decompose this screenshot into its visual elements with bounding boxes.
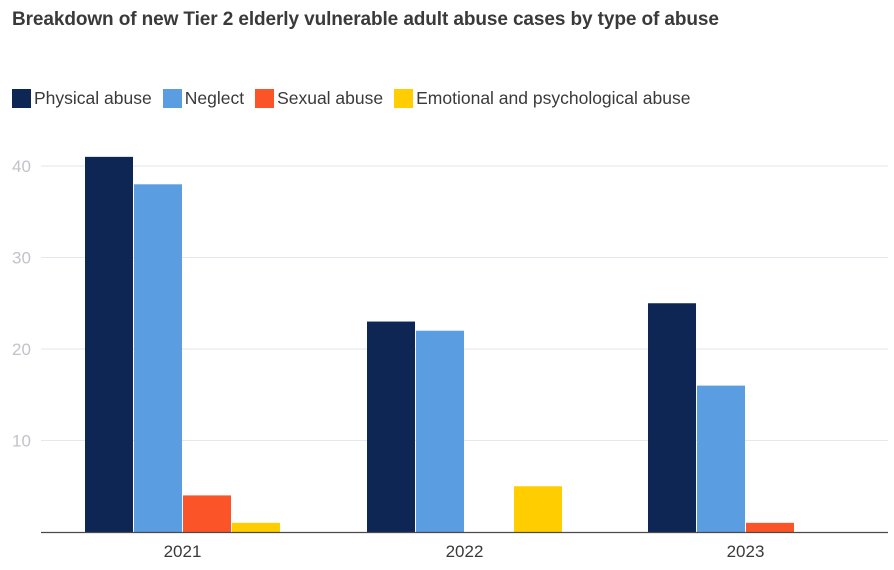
x-tick-label-2023: 2023: [727, 542, 765, 561]
bar-sexual-abuse-2021: [183, 495, 231, 532]
legend-item-emotional-abuse: Emotional and psychological abuse: [394, 88, 690, 109]
y-tick-label-10: 10: [12, 432, 31, 451]
legend-swatch-sexual-abuse: [255, 88, 275, 108]
legend-swatch-emotional-abuse: [394, 88, 414, 108]
bar-physical-abuse-2021: [85, 156, 133, 532]
legend-item-neglect: Neglect: [162, 87, 245, 109]
x-tick-label-2022: 2022: [446, 542, 484, 561]
bar-emotional-and-psychological-abuse-2022: [514, 486, 562, 532]
legend: Physical abuse Neglect Sexual abuse Emot…: [12, 86, 701, 110]
y-tick-label-20: 20: [12, 340, 31, 359]
bar-neglect-2021: [134, 184, 182, 533]
y-tick-label-30: 30: [12, 249, 31, 268]
bar-neglect-2022: [416, 330, 464, 532]
legend-label-sexual-abuse: Sexual abuse: [277, 87, 384, 108]
bar-physical-abuse-2022: [367, 321, 415, 532]
chart-title: Breakdown of new Tier 2 elderly vulnerab…: [12, 9, 719, 30]
legend-label-neglect: Neglect: [184, 87, 245, 108]
bar-emotional-and-psychological-abuse-2021: [232, 522, 280, 532]
legend-item-physical-abuse: Physical abuse: [12, 88, 152, 109]
x-tick-label-2021: 2021: [164, 542, 202, 561]
legend-item-sexual-abuse: Sexual abuse: [255, 88, 383, 109]
bar-physical-abuse-2023: [648, 303, 696, 532]
bar-sexual-abuse-2023: [746, 522, 794, 532]
y-tick-label-40: 40: [12, 157, 31, 176]
bar-neglect-2023: [697, 385, 745, 532]
legend-label-physical-abuse: Physical abuse: [34, 87, 152, 108]
legend-swatch-physical-abuse: [12, 88, 31, 108]
legend-label-emotional-abuse: Emotional and psychological abuse: [416, 87, 691, 108]
legend-swatch-neglect: [162, 88, 182, 108]
